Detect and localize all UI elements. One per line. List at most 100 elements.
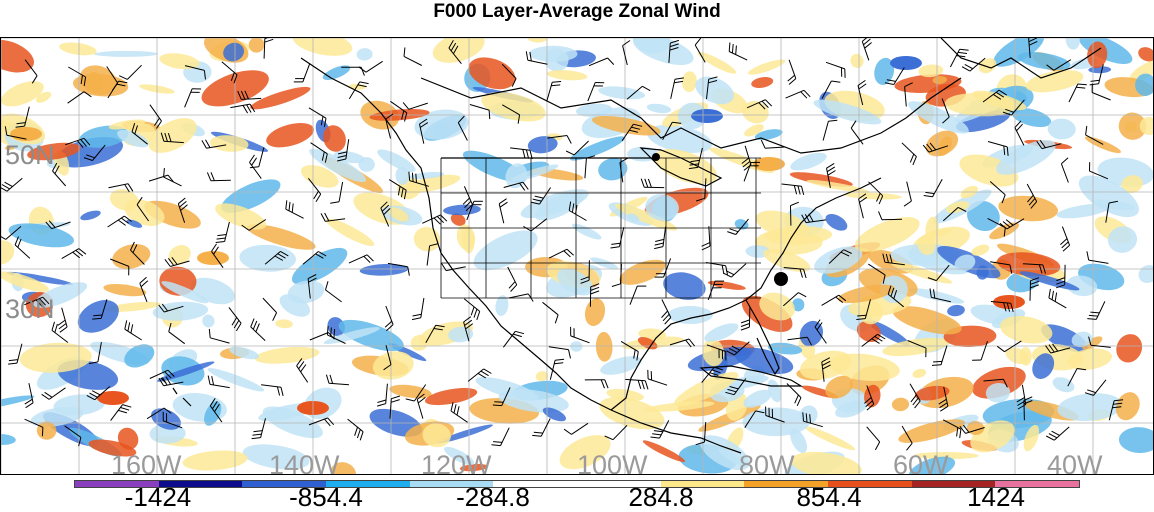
wind-barb xyxy=(297,358,308,382)
wind-barb xyxy=(209,329,229,343)
wind-barb xyxy=(904,182,911,207)
contour-patch xyxy=(582,296,608,328)
contour-patch xyxy=(182,448,249,473)
wind-barb xyxy=(111,405,132,421)
contour-patch xyxy=(1,38,38,79)
wind-barb xyxy=(1015,121,1024,145)
wind-barb xyxy=(1,178,22,191)
contour-patch xyxy=(206,365,266,395)
wind-contour-fill xyxy=(1,38,1153,474)
wind-barb xyxy=(216,222,230,243)
wind-barb xyxy=(510,148,532,159)
wind-barb xyxy=(377,384,387,406)
wind-barb xyxy=(611,227,624,248)
contour-patch xyxy=(946,304,965,318)
contour-patch xyxy=(598,84,646,101)
contour-patch xyxy=(79,209,102,223)
map-title: F000 Layer-Average Zonal Wind xyxy=(0,0,1154,24)
wind-barb xyxy=(451,402,468,422)
contour-patch xyxy=(891,397,909,412)
contour-patch xyxy=(1,236,19,269)
colorbar-label: -854.4 xyxy=(289,484,363,510)
lat-label-30n: 30N xyxy=(5,296,55,323)
colorbar xyxy=(74,480,1080,488)
lon-label-160w: 160W xyxy=(111,452,182,475)
wind-barb xyxy=(125,320,142,340)
wind-barb xyxy=(630,286,646,305)
wind-barb xyxy=(761,140,785,148)
contour-core xyxy=(753,157,785,171)
contour-patch xyxy=(734,218,750,232)
wind-barb xyxy=(782,184,804,195)
wind-barb xyxy=(648,370,667,385)
wind-barb xyxy=(441,263,465,271)
wind-barb xyxy=(523,219,546,231)
contour-patch xyxy=(424,385,479,409)
wind-barb xyxy=(348,419,364,440)
wind-barb xyxy=(571,327,590,343)
colorbar-label: 284.8 xyxy=(628,484,693,510)
wind-barb xyxy=(503,331,524,347)
contour-patch xyxy=(641,438,686,465)
wind-barb xyxy=(164,168,182,186)
wind-barb xyxy=(385,306,393,331)
wind-barb xyxy=(492,428,510,446)
wind-barb xyxy=(508,267,517,292)
station-dot-north-carolina xyxy=(774,272,788,286)
wind-barb xyxy=(1085,380,1106,396)
wind-barb xyxy=(321,213,345,221)
contour-core xyxy=(691,109,723,123)
wind-barb xyxy=(549,347,571,359)
wind-barb xyxy=(403,102,428,109)
wind-barb xyxy=(543,302,559,323)
wind-barb xyxy=(564,423,588,434)
contour-patch xyxy=(848,52,865,70)
contour-patch xyxy=(747,57,787,78)
lat-label-50n: 50N xyxy=(5,142,55,169)
wind-barb xyxy=(623,41,630,66)
wind-barb xyxy=(261,385,283,396)
wind-barb xyxy=(729,43,747,61)
wind-barb xyxy=(464,299,480,320)
contour-patch xyxy=(1047,118,1076,140)
wind-barb xyxy=(263,298,277,321)
wind-barb xyxy=(1087,301,1105,319)
contour-patch xyxy=(997,193,1059,223)
wind-barb xyxy=(641,179,664,188)
wind-barb xyxy=(654,227,665,249)
wind-barb xyxy=(823,120,837,140)
wind-barb xyxy=(404,48,422,66)
contour-patch xyxy=(94,51,158,57)
wind-barb xyxy=(706,263,728,275)
wind-barb xyxy=(950,49,968,67)
wind-barb xyxy=(294,63,310,82)
contour-patch xyxy=(750,75,774,89)
contour-patch xyxy=(110,240,153,273)
contour-patch xyxy=(1118,426,1153,453)
wind-barb xyxy=(585,156,595,179)
contour-patch xyxy=(1065,38,1081,50)
wind-barb xyxy=(1069,84,1087,102)
contour-patch xyxy=(359,263,408,277)
contour-patch xyxy=(143,111,202,160)
wind-barb xyxy=(251,319,266,341)
contour-patch xyxy=(528,38,548,43)
wind-barb xyxy=(867,427,880,450)
lon-label-80w: 80W xyxy=(739,452,795,475)
contour-patch xyxy=(911,367,927,379)
wind-barb xyxy=(1049,289,1066,308)
wind-barb xyxy=(1061,158,1068,183)
wind-barb xyxy=(326,281,342,302)
wind-barb xyxy=(349,255,374,263)
station-dot-lake-superior xyxy=(652,153,660,161)
contour-patch xyxy=(803,423,857,453)
wind-barb xyxy=(422,215,447,224)
contour-patch xyxy=(291,38,355,60)
wind-barb xyxy=(1046,427,1069,440)
contour-patch xyxy=(58,40,97,57)
contour-patch xyxy=(120,340,158,372)
contour-patch xyxy=(570,341,582,352)
wind-barb xyxy=(264,38,273,59)
lon-label-140w: 140W xyxy=(269,452,340,475)
contour-patch xyxy=(356,48,373,61)
